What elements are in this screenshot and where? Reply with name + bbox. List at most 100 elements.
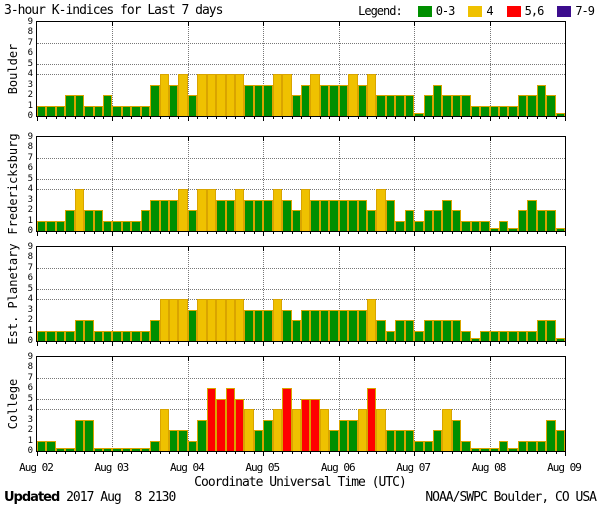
legend-item: 4 [468, 4, 494, 18]
k-index-bar [310, 199, 320, 231]
k-index-bar [159, 299, 169, 341]
k-index-bar [480, 448, 490, 451]
minor-tick [131, 116, 133, 119]
y-tick-label: 1 [27, 215, 33, 226]
day-tick [489, 357, 491, 361]
h-gridline-k7 [37, 42, 565, 44]
minor-tick [159, 451, 161, 454]
minor-tick [93, 231, 95, 234]
legend-item-label: 7-9 [575, 4, 595, 18]
minor-tick [84, 451, 86, 454]
k-index-bar [169, 199, 179, 231]
k-index-bar [216, 74, 226, 116]
k-index-bar [527, 440, 537, 451]
k-index-bar [395, 95, 405, 116]
k-index-bar [272, 189, 283, 231]
y-tick-label: 0 [27, 226, 33, 236]
k-index-bar [508, 105, 518, 116]
day-tick [187, 137, 189, 141]
minor-tick [442, 341, 444, 344]
minor-tick [348, 116, 350, 119]
k-index-bar [404, 210, 415, 231]
k-index-bar [527, 330, 537, 341]
y-tick-label: 8 [27, 362, 33, 373]
v-gridline-day [112, 247, 114, 341]
k-index-bar [37, 440, 47, 451]
minor-tick [442, 116, 444, 119]
minor-tick [555, 341, 557, 344]
minor-tick [65, 231, 67, 234]
k-index-bar [461, 440, 471, 451]
minor-tick [338, 231, 340, 236]
k-index-bar [131, 220, 141, 231]
k-index-bar [55, 330, 66, 341]
minor-tick [508, 341, 510, 344]
k-index-bar [37, 220, 47, 231]
minor-tick [150, 341, 152, 344]
k-index-bar [442, 95, 452, 116]
minor-tick [565, 116, 566, 121]
v-gridline-day [187, 22, 189, 116]
minor-tick [55, 451, 57, 454]
minor-tick [55, 116, 57, 119]
minor-tick [376, 341, 378, 344]
minor-tick [74, 341, 76, 344]
k-index-bar [451, 95, 462, 116]
minor-tick [508, 116, 510, 119]
h-gridline-k4 [37, 299, 565, 301]
k-index-bar [206, 299, 217, 341]
minor-tick [225, 116, 227, 119]
k-index-bar [235, 74, 245, 116]
minor-tick [197, 451, 199, 454]
y-tick-label: 1 [27, 435, 33, 446]
x-tick-label: Aug 08 [471, 461, 507, 474]
k-index-bar [65, 448, 75, 451]
minor-tick [187, 231, 189, 236]
k-index-bar [37, 330, 47, 341]
k-index-bar [150, 84, 160, 116]
k-index-bar [357, 84, 367, 116]
k-index-bar [489, 228, 499, 231]
k-index-bar [536, 320, 547, 341]
k-index-bar [291, 210, 301, 231]
panel-boulder: 9 8 7 6 5 4 3 2 1 0 Boulder [6, 18, 566, 121]
k-index-bar [357, 199, 367, 231]
k-index-bar [348, 419, 358, 451]
k-index-bar [385, 330, 396, 341]
minor-tick [480, 341, 482, 344]
k-index-bar [197, 189, 207, 231]
minor-tick [451, 451, 453, 454]
k-index-bar [348, 309, 358, 341]
minor-tick [169, 451, 170, 454]
k-index-bar [178, 189, 188, 231]
v-gridline-day [338, 22, 340, 116]
minor-tick [74, 116, 76, 119]
updated-timestamp: Updated 2017 Aug 8 2130 [4, 490, 176, 505]
y-tick-label: 6 [27, 48, 33, 59]
k-index-bar [499, 105, 509, 116]
k-index-bar [46, 440, 56, 451]
k-index-bar [536, 210, 547, 231]
minor-tick [461, 341, 463, 344]
station-label: Est. Planetary [6, 243, 20, 345]
k-index-bar [93, 448, 103, 451]
k-index-bar [433, 320, 443, 341]
minor-tick [301, 451, 302, 454]
minor-tick [103, 451, 104, 454]
k-index-bar [470, 220, 481, 231]
y-tick-label: 7 [27, 37, 33, 48]
minor-tick [348, 231, 350, 234]
minor-tick [385, 231, 387, 234]
minor-tick [395, 231, 397, 234]
minor-tick [546, 231, 548, 234]
minor-tick [310, 116, 312, 119]
minor-tick [338, 341, 340, 346]
k-index-bar [319, 84, 330, 116]
panel-college: 9 8 7 6 5 4 3 2 1 0 College [6, 353, 566, 456]
legend-swatch-icon [417, 5, 432, 17]
k-index-bar [376, 95, 386, 116]
x-tick-label: Aug 04 [169, 461, 205, 474]
minor-tick [197, 231, 199, 234]
k-index-bar [282, 199, 292, 231]
minor-tick [84, 231, 86, 234]
